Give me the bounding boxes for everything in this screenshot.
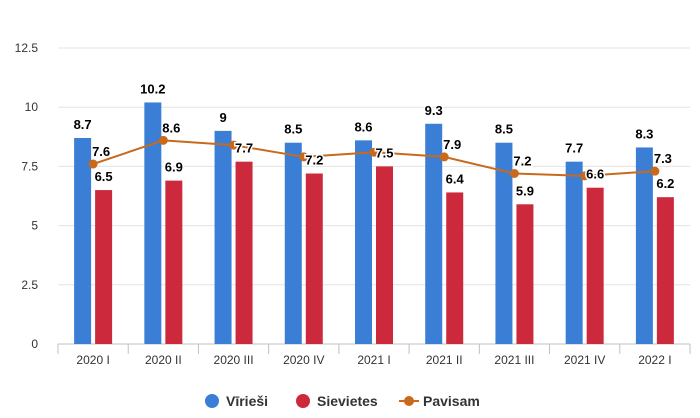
x-tick-label: 2021 III <box>494 353 534 367</box>
data-label: 7.7 <box>235 141 253 156</box>
legend-item-viriesi: Vīrieši <box>205 393 268 409</box>
line-point <box>650 166 660 176</box>
line-point <box>299 152 309 162</box>
data-label: 6.2 <box>656 176 674 191</box>
legend-item-pavisam: Pavisam <box>399 393 480 409</box>
x-tick-label: 2021 IV <box>564 353 605 367</box>
bar-sievietes <box>446 192 464 344</box>
data-label: 7.2 <box>513 154 531 169</box>
x-tick-label: 2021 I <box>357 353 390 367</box>
data-label: 10.2 <box>140 81 165 96</box>
x-tick-label: 2020 III <box>214 353 254 367</box>
x-tick-label: 2020 I <box>76 353 109 367</box>
legend-marker <box>205 394 219 408</box>
line-point <box>439 152 449 162</box>
y-axis: 0 2.5 5 7.5 10 12.5 <box>15 41 39 351</box>
data-label: 7.3 <box>654 151 672 166</box>
bar-sievietes <box>305 173 323 344</box>
data-labels: 8.7 10.2 9 8.5 8.6 9.3 8.5 7.7 8.3 6.5 6.9 7.7 7.2 7.… <box>72 80 676 200</box>
bar-sievietes <box>516 204 534 344</box>
line-point <box>580 171 590 181</box>
data-label: 7.7 <box>565 141 583 156</box>
data-label: 8.5 <box>284 122 302 137</box>
bar-viriesi <box>74 137 92 344</box>
bar-viriesi <box>355 140 372 344</box>
data-label: 6.6 <box>586 167 604 182</box>
x-tick-label: 2022 I <box>638 353 671 367</box>
bar-viriesi <box>635 147 653 344</box>
y-tick-label: 5 <box>31 219 38 233</box>
data-label: 9.3 <box>425 103 443 118</box>
y-tick-label: 12.5 <box>15 41 39 55</box>
data-label: 8.3 <box>635 126 653 141</box>
x-axis: 2020 I 2020 II 2020 III 2020 IV 2021 I 2021 I… <box>57 343 691 367</box>
bar-viriesi <box>565 161 583 344</box>
data-label: 6.9 <box>165 160 183 175</box>
x-tick-label: 2020 II <box>145 353 182 367</box>
bar-sievietes <box>165 180 183 344</box>
data-label: 8.6 <box>162 120 180 135</box>
bar-viriesi <box>284 142 302 344</box>
line-point <box>509 169 519 179</box>
legend: Vīrieši Sievietes Pavisam <box>205 393 480 409</box>
line-point <box>158 135 168 145</box>
grid <box>58 47 690 286</box>
data-label: 9 <box>219 110 226 125</box>
legend-label: Vīrieši <box>226 393 268 409</box>
bar-sievietes <box>656 197 674 344</box>
data-label: 7.6 <box>92 144 110 159</box>
data-label: 8.6 <box>354 119 372 134</box>
data-label: 7.2 <box>305 153 323 168</box>
data-label: 8.5 <box>495 122 513 137</box>
bar-viriesi <box>214 130 232 344</box>
line-point <box>88 159 98 169</box>
y-tick-label: 0 <box>31 337 38 351</box>
line-point <box>369 147 379 157</box>
bars <box>74 102 674 345</box>
legend-marker <box>296 394 310 408</box>
bar-viriesi <box>425 123 443 344</box>
line-point <box>229 140 239 150</box>
data-label: 7.9 <box>443 137 461 152</box>
y-tick-label: 10 <box>25 100 39 114</box>
bar-sievietes <box>95 190 113 344</box>
legend-marker <box>404 396 414 406</box>
legend-label: Pavisam <box>423 393 480 409</box>
y-tick-label: 7.5 <box>21 159 38 173</box>
legend-label: Sievietes <box>317 393 378 409</box>
data-label: 6.4 <box>446 171 465 186</box>
line-series <box>88 135 660 181</box>
data-label: 7.5 <box>375 145 393 160</box>
bar-sievietes <box>586 187 604 344</box>
data-label: 8.7 <box>74 117 92 132</box>
bar-sievietes <box>235 161 253 344</box>
bar-viriesi <box>495 142 513 344</box>
x-tick-label: 2020 IV <box>283 353 324 367</box>
legend-item-sievietes: Sievietes <box>296 393 378 409</box>
bar-viriesi <box>144 102 162 345</box>
data-label: 5.9 <box>516 183 534 198</box>
x-tick-label: 2021 II <box>426 353 463 367</box>
data-label: 6.5 <box>95 169 113 184</box>
y-tick-label: 2.5 <box>21 278 38 292</box>
bar-sievietes <box>376 166 393 344</box>
